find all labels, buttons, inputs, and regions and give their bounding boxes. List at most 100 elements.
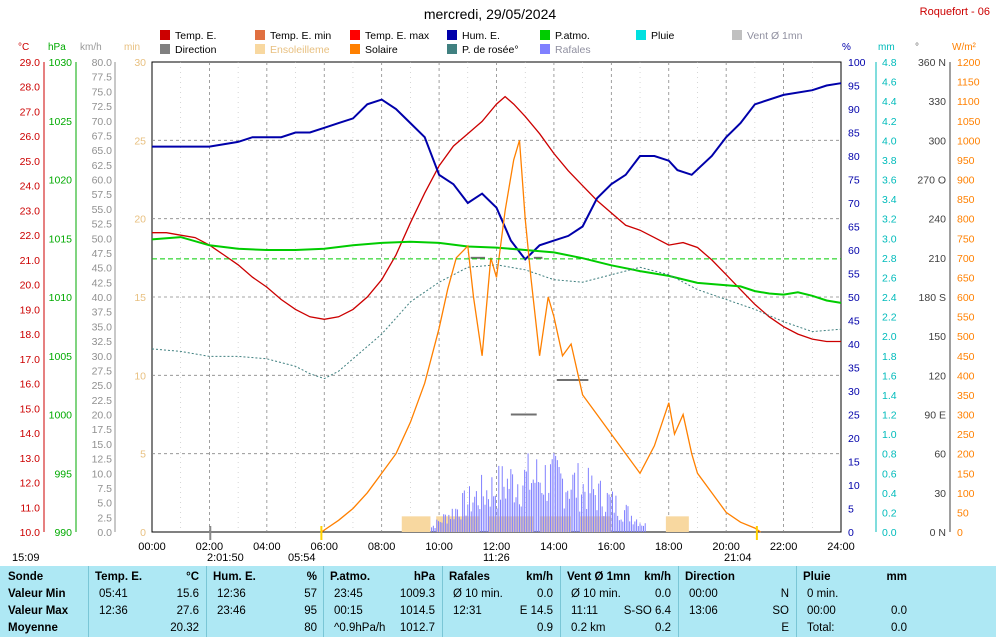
- minutes-axis-tick: 20: [134, 214, 146, 226]
- rain-axis-tick: 2.6: [882, 272, 897, 284]
- wind-axis-tick: 42.5: [92, 277, 113, 289]
- wind-axis-tick: 25.0: [92, 380, 113, 392]
- wind-axis-tick: 47.5: [92, 248, 113, 260]
- humidity-axis-tick: 20: [848, 433, 860, 445]
- stats-pluie-value: 0.0: [891, 622, 907, 634]
- rain-axis-tick: 1.4: [882, 390, 897, 402]
- humidity-axis-tick: 100: [848, 57, 866, 69]
- stats-direction-value: N: [780, 588, 789, 600]
- solar-axis-tick: 600: [957, 292, 975, 304]
- pressure-axis-tick: 995: [54, 468, 72, 480]
- humidity-axis-tick: 35: [848, 363, 860, 375]
- stats-temp-value: 15.6: [176, 588, 199, 600]
- temp-axis-tick: 21.0: [20, 255, 41, 267]
- wind-axis-tick: 72.5: [92, 101, 113, 113]
- solar-axis-tick: 400: [957, 370, 975, 382]
- x-tick-label: 04:00: [253, 541, 281, 553]
- legend-swatch-8: [540, 30, 550, 40]
- humidity-axis-tick: 85: [848, 128, 860, 140]
- stats-rafales-value: 0.9: [537, 622, 553, 634]
- series-p-atmo-: [151, 236, 842, 304]
- x-tick-label: 08:00: [368, 541, 396, 553]
- solar-axis-tick: 1150: [957, 77, 980, 89]
- temp-axis-tick: 13.0: [20, 453, 41, 465]
- solar-axis-tick: 300: [957, 410, 975, 422]
- solar-axis-tick: 950: [957, 155, 975, 167]
- legend-label-0: Temp. E.: [175, 30, 216, 42]
- marker-sunset: 21:04: [724, 552, 752, 564]
- temp-axis-tick: 18.0: [20, 329, 41, 341]
- wind-axis-tick: 17.5: [92, 424, 113, 436]
- stats-rafales-time: 12:31: [453, 605, 482, 617]
- humidity-axis-tick: 90: [848, 104, 860, 116]
- temp-axis-tick: 23.0: [20, 205, 41, 217]
- direction-axis-tick: 120: [928, 370, 946, 382]
- wind-axis-tick: 20.0: [92, 410, 113, 422]
- pressure-axis-tick: 1010: [49, 292, 73, 304]
- sunshine-block-5: [665, 516, 689, 532]
- wind-axis-tick: 52.5: [92, 219, 113, 231]
- x-tick-label: 10:00: [425, 541, 453, 553]
- x-tick-label: 14:00: [540, 541, 568, 553]
- wind-axis-tick: 67.5: [92, 130, 113, 142]
- temp-axis-tick: 26.0: [20, 131, 41, 143]
- wind-unit: km/h: [80, 42, 102, 53]
- x-tick-label: 12:00: [483, 541, 511, 553]
- x-tick-label: 18:00: [655, 541, 683, 553]
- stats-direction-value: SO: [772, 605, 789, 617]
- stats-temp-value: 20.32: [170, 622, 199, 634]
- solar-axis-tick: 250: [957, 429, 975, 441]
- humidity-axis-tick: 25: [848, 410, 860, 422]
- humidity-axis-tick: 75: [848, 175, 860, 187]
- minutes-axis-tick: 30: [134, 57, 146, 69]
- legend-swatch-7: [447, 44, 457, 54]
- direction-axis-tick: 240: [928, 214, 946, 226]
- minutes-axis-tick: 0: [140, 527, 146, 539]
- humidity-axis-tick: 30: [848, 386, 860, 398]
- rain-axis-tick: 3.8: [882, 155, 897, 167]
- legend-swatch-3: [255, 44, 265, 54]
- legend-label-6: Hum. E.: [462, 30, 500, 42]
- pressure-axis-tick: 1025: [49, 116, 73, 128]
- direction-axis-tick: 210: [928, 253, 946, 265]
- humidity-axis-tick: 15: [848, 457, 860, 469]
- temp-axis-tick: 10.0: [20, 527, 41, 539]
- rain-axis-tick: 3.2: [882, 214, 897, 226]
- wind-axis-tick: 37.5: [92, 307, 113, 319]
- rain-axis-tick: 1.2: [882, 410, 897, 422]
- marker-moonrise: 2:01:50: [207, 552, 244, 564]
- solar-axis-tick: 150: [957, 468, 975, 480]
- temp-axis-tick: 20.0: [20, 280, 41, 292]
- legend-swatch-9: [540, 44, 550, 54]
- stats-rafales-unit: km/h: [526, 571, 553, 583]
- wind-axis-tick: 0.0: [97, 527, 112, 539]
- humidity-axis-tick: 95: [848, 81, 860, 93]
- stats-hum-time: 12:36: [217, 588, 246, 600]
- legend-label-7: P. de rosée°: [462, 44, 519, 56]
- series-lines: [151, 82, 842, 533]
- series-solaire: [321, 140, 761, 533]
- direction-axis-tick: 300: [928, 135, 946, 147]
- humidity-axis-tick: 10: [848, 480, 860, 492]
- solar-axis-tick: 750: [957, 233, 975, 245]
- wind-axis-tick: 45.0: [92, 263, 113, 275]
- chart-title: mercredi, 29/05/2024: [424, 6, 557, 22]
- solar-axis-tick: 900: [957, 175, 975, 187]
- solar-axis-tick: 1050: [957, 116, 981, 128]
- minutes-axis-tick: 25: [134, 135, 146, 147]
- solar-axis-tick: 1100: [957, 96, 980, 108]
- legend-swatch-11: [732, 30, 742, 40]
- rain-axis-tick: 0.8: [882, 449, 897, 461]
- pressure-axis-tick: 990: [54, 527, 72, 539]
- humidity-axis-tick: 70: [848, 198, 860, 210]
- solar-axis-tick: 100: [957, 488, 975, 500]
- marker-sunrise: 05:54: [288, 552, 316, 564]
- x-tick-label: 00:00: [138, 541, 166, 553]
- stats-vent-time: Ø 10 min.: [571, 588, 621, 600]
- rain-axis-tick: 1.6: [882, 370, 897, 382]
- stats-hum-unit: %: [306, 571, 317, 583]
- legend-swatch-2: [255, 30, 265, 40]
- solar-axis-tick: 800: [957, 214, 975, 226]
- rain-axis-tick: 1.8: [882, 351, 897, 363]
- temp-axis-tick: 25.0: [20, 156, 41, 168]
